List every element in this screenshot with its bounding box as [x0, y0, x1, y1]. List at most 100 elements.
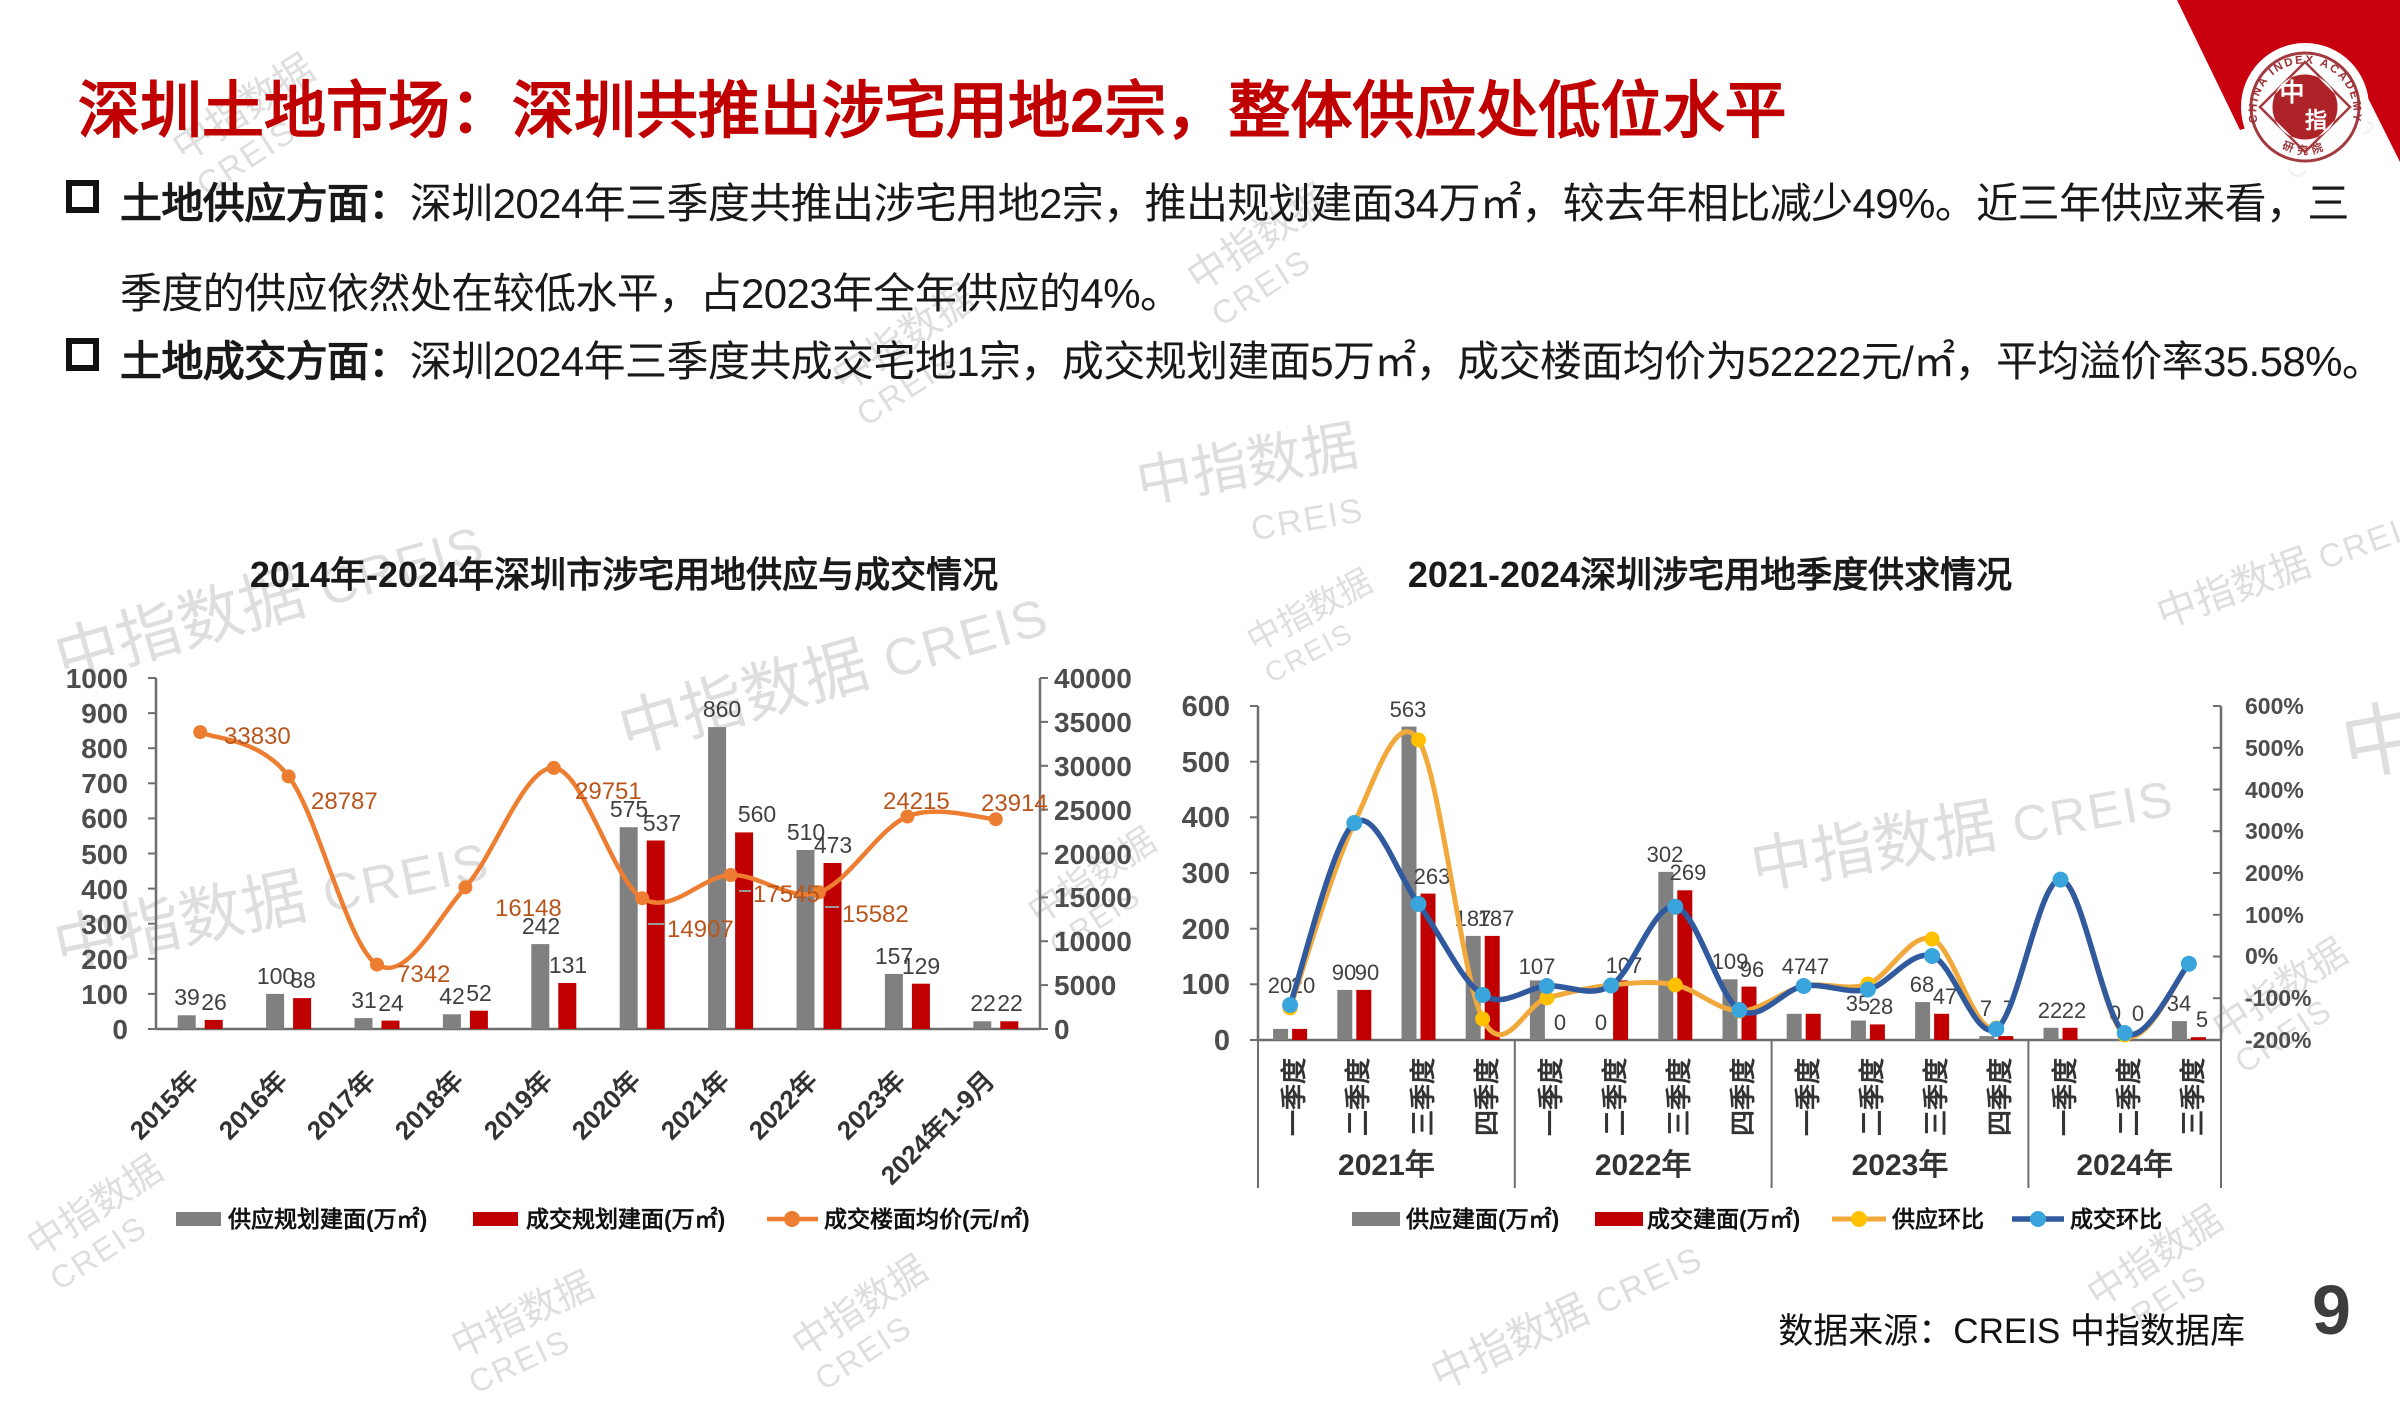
svg-text:47: 47: [1805, 954, 1829, 979]
svg-text:33830: 33830: [224, 723, 291, 750]
svg-text:0: 0: [2132, 1001, 2144, 1026]
svg-text:一季度: 一季度: [1279, 1058, 1309, 1136]
svg-text:二季度: 二季度: [1857, 1058, 1887, 1136]
svg-text:三季度: 三季度: [1921, 1058, 1951, 1136]
svg-text:100: 100: [257, 963, 295, 989]
svg-text:二季度: 二季度: [2114, 1058, 2144, 1136]
svg-text:2015年: 2015年: [124, 1065, 204, 1145]
svg-text:四季度: 四季度: [1985, 1058, 2015, 1136]
svg-text:5: 5: [2196, 1007, 2208, 1032]
svg-text:42: 42: [439, 983, 465, 1009]
svg-text:200: 200: [1182, 914, 1230, 946]
svg-text:2022年: 2022年: [1595, 1149, 1692, 1182]
svg-text:2014年-2024年深圳市涉宅用地供应与成交情况: 2014年-2024年深圳市涉宅用地供应与成交情况: [250, 554, 998, 595]
svg-text:30000: 30000: [1054, 751, 1132, 782]
svg-text:22: 22: [2062, 998, 2086, 1023]
svg-text:10000: 10000: [1054, 926, 1132, 957]
svg-text:300: 300: [81, 909, 128, 940]
svg-text:7342: 7342: [397, 961, 450, 988]
svg-text:600: 600: [1182, 691, 1230, 723]
svg-text:0: 0: [1595, 1010, 1607, 1035]
svg-text:510: 510: [787, 819, 825, 845]
svg-text:39: 39: [174, 984, 200, 1010]
svg-text:2019年: 2019年: [478, 1065, 558, 1145]
svg-text:575: 575: [610, 796, 648, 822]
svg-text:68: 68: [1910, 972, 1934, 997]
svg-text:15000: 15000: [1054, 882, 1132, 913]
svg-text:109: 109: [1712, 949, 1749, 974]
svg-text:一季度: 一季度: [1793, 1058, 1823, 1136]
svg-text:成交规划建面(万㎡): 成交规划建面(万㎡): [526, 1206, 725, 1232]
svg-text:2020年: 2020年: [566, 1065, 646, 1145]
svg-text:0: 0: [1054, 1014, 1070, 1045]
svg-text:700: 700: [81, 768, 128, 799]
svg-text:0: 0: [1554, 1010, 1566, 1035]
svg-text:1000: 1000: [66, 663, 128, 694]
svg-text:0: 0: [112, 1014, 128, 1045]
svg-text:三季度: 三季度: [2178, 1058, 2208, 1136]
svg-text:800: 800: [81, 733, 128, 764]
svg-text:263: 263: [1414, 864, 1451, 889]
svg-text:302: 302: [1647, 842, 1684, 867]
svg-text:三季度: 三季度: [1664, 1058, 1694, 1136]
svg-text:24: 24: [378, 990, 404, 1016]
svg-text:600: 600: [81, 803, 128, 834]
svg-text:四季度: 四季度: [1472, 1058, 1502, 1136]
svg-text:22: 22: [997, 990, 1023, 1016]
svg-text:2018年: 2018年: [389, 1065, 469, 1145]
svg-text:187: 187: [1478, 906, 1515, 931]
svg-text:28787: 28787: [311, 788, 378, 815]
svg-text:563: 563: [1390, 697, 1427, 722]
svg-text:47: 47: [1782, 954, 1806, 979]
svg-text:二季度: 二季度: [1600, 1058, 1630, 1136]
svg-text:5000: 5000: [1054, 970, 1116, 1001]
svg-text:15582: 15582: [842, 901, 909, 928]
svg-text:供应规划建面(万㎡): 供应规划建面(万㎡): [227, 1206, 427, 1232]
svg-text:400%: 400%: [2245, 777, 2304, 803]
svg-text:400: 400: [1182, 802, 1230, 834]
svg-text:2021年: 2021年: [1338, 1149, 1435, 1182]
svg-text:28: 28: [1869, 994, 1893, 1019]
svg-text:2016年: 2016年: [213, 1065, 293, 1145]
svg-text:100: 100: [1182, 969, 1230, 1001]
svg-text:成交建面(万㎡): 成交建面(万㎡): [1647, 1206, 1800, 1232]
svg-text:2021-2024深圳涉宅用地季度供求情况: 2021-2024深圳涉宅用地季度供求情况: [1408, 554, 2012, 595]
svg-text:7: 7: [1980, 996, 1992, 1021]
svg-text:40000: 40000: [1054, 663, 1132, 694]
svg-text:269: 269: [1670, 860, 1707, 885]
svg-text:900: 900: [81, 698, 128, 729]
svg-text:90: 90: [1332, 960, 1356, 985]
svg-text:200%: 200%: [2245, 860, 2304, 886]
svg-text:35000: 35000: [1054, 707, 1132, 738]
svg-text:成交楼面均价(元/㎡): 成交楼面均价(元/㎡): [824, 1206, 1030, 1232]
svg-text:2023年: 2023年: [1852, 1149, 1949, 1182]
svg-text:242: 242: [522, 913, 560, 939]
svg-text:600%: 600%: [2245, 693, 2304, 719]
svg-text:107: 107: [1519, 954, 1556, 979]
svg-text:2023年: 2023年: [831, 1065, 911, 1145]
svg-text:14907: 14907: [667, 916, 734, 943]
svg-text:指: 指: [2305, 108, 2327, 133]
svg-text:-200%: -200%: [2245, 1027, 2311, 1053]
svg-text:供应建面(万㎡): 供应建面(万㎡): [1405, 1206, 1559, 1232]
svg-text:四季度: 四季度: [1728, 1058, 1758, 1136]
svg-text:131: 131: [549, 952, 587, 978]
svg-text:129: 129: [902, 953, 940, 979]
svg-text:100%: 100%: [2245, 902, 2304, 928]
svg-text:100: 100: [81, 979, 128, 1010]
svg-text:500%: 500%: [2245, 735, 2304, 761]
svg-text:300: 300: [1182, 858, 1230, 890]
svg-text:96: 96: [1740, 957, 1764, 982]
svg-text:537: 537: [643, 810, 681, 836]
svg-text:500: 500: [1182, 747, 1230, 779]
svg-text:31: 31: [351, 987, 377, 1013]
svg-text:2024年: 2024年: [2076, 1149, 2173, 1182]
svg-text:三季度: 三季度: [1408, 1058, 1438, 1136]
svg-text:23914: 23914: [981, 790, 1048, 817]
svg-text:一季度: 一季度: [1536, 1058, 1566, 1136]
svg-text:20: 20: [1268, 973, 1292, 998]
svg-text:20000: 20000: [1054, 839, 1132, 870]
svg-text:0%: 0%: [2245, 943, 2278, 969]
svg-text:860: 860: [703, 696, 741, 722]
svg-text:560: 560: [738, 801, 776, 827]
